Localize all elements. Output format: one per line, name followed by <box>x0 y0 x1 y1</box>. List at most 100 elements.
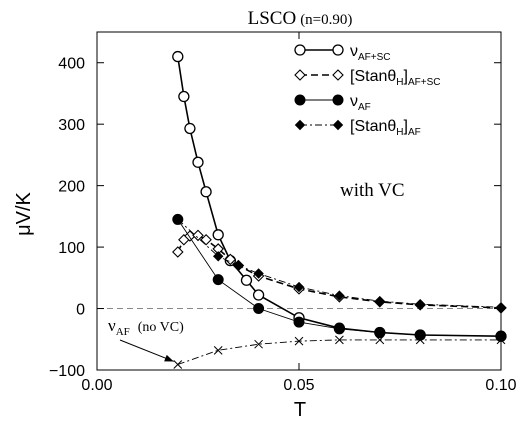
series-layer <box>172 50 507 369</box>
point-nu_af_sc <box>212 229 224 241</box>
point-nu_af <box>293 316 305 328</box>
point-stan_af_sc <box>172 246 184 258</box>
cross-stroke <box>254 339 263 349</box>
y-tick-label: 400 <box>58 56 85 73</box>
cross-stroke <box>415 335 425 345</box>
plot-area: 0.00 0.05 0.10 −100 0 100 200 300 400 <box>49 31 517 394</box>
legend-label-bracket: ] <box>404 118 408 135</box>
legend-label-sub: AF <box>408 127 421 138</box>
point-nu_af <box>333 323 345 335</box>
legend-label-sub: AF+SC <box>358 52 391 63</box>
point-nu_af <box>212 274 224 286</box>
legend-item-nu_af: νAF <box>294 93 371 113</box>
x-tick-label: 0.05 <box>283 377 314 394</box>
point-stan_af <box>293 281 305 293</box>
cross-stroke <box>213 345 223 355</box>
y-tick-label: −100 <box>49 363 85 380</box>
series-line-nu_af_novc <box>177 339 501 365</box>
x-axis-label: T <box>294 399 306 421</box>
point-nu_af_sc <box>240 274 253 286</box>
legend-label-main: [Stanθ <box>350 68 396 85</box>
point-stan_af <box>414 299 426 310</box>
legend-marker-start <box>294 94 306 106</box>
point-stan_af <box>172 214 184 225</box>
legend-label-sub: AF+SC <box>408 77 441 88</box>
point-stan_af <box>495 302 507 313</box>
legend-label: νAF <box>350 93 371 113</box>
point-stan_af <box>253 268 264 279</box>
point-stan_af <box>212 251 224 262</box>
chart-title-main: LSCO <box>248 8 297 29</box>
point-nu_af_sc <box>172 50 184 63</box>
legend-marker-end <box>332 44 344 56</box>
y-tick-label: 0 <box>76 302 85 319</box>
legend-marker-start <box>294 44 306 56</box>
y-tick-label: 300 <box>58 117 85 134</box>
no-vc-arrow <box>119 339 174 362</box>
point-nu_af_novc <box>496 335 506 345</box>
point-nu_af_novc <box>415 335 425 345</box>
cross-stroke <box>294 336 304 346</box>
axis-ticks: 0.00 0.05 0.10 −100 0 100 200 300 400 <box>49 32 517 394</box>
legend-item-stan_af: [StanθH]AF <box>294 118 421 138</box>
cross-stroke <box>496 335 506 345</box>
series-nu_af_novc <box>173 335 506 369</box>
legend-marker-end <box>332 94 344 106</box>
cross-stroke <box>335 335 344 345</box>
point-nu_af_sc <box>252 289 265 301</box>
point-nu_af <box>414 329 426 341</box>
legend-marker-end <box>332 69 344 81</box>
chart-title: LSCO (n=0.90) <box>248 8 353 29</box>
no-vc-label-sub: AF <box>116 326 130 338</box>
cross-stroke <box>375 335 385 345</box>
point-stan_af_sc <box>200 233 212 246</box>
chart-title-suffix: (n=0.90) <box>300 12 352 28</box>
no-vc-annotation: νAF (no VC) <box>108 316 184 362</box>
point-nu_af_novc <box>335 335 344 345</box>
legend-item-nu_af_sc: νAF+SC <box>294 43 391 63</box>
no-vc-label: νAF (no VC) <box>108 316 184 338</box>
legend-label-main: ν <box>350 43 358 60</box>
no-vc-label-rest: (no VC) <box>138 320 184 335</box>
y-tick-label: 100 <box>58 240 85 257</box>
y-tick-label: 200 <box>58 179 85 196</box>
legend-marker-end <box>332 119 344 131</box>
with-vc-annotation: with VC <box>340 180 405 201</box>
legend-marker-start <box>294 119 306 131</box>
no-vc-label-main: ν <box>108 316 116 335</box>
point-stan_af_sc <box>224 253 237 266</box>
point-stan_af <box>233 260 244 271</box>
point-stan_af_sc <box>192 229 204 242</box>
cross-stroke <box>173 360 183 369</box>
point-nu_af_sc <box>192 156 204 168</box>
legend-label: [StanθH]AF+SC <box>350 68 440 88</box>
x-tick-label: 0.10 <box>485 377 516 394</box>
point-nu_af_sc <box>200 186 212 198</box>
legend-label-sub: H <box>396 127 403 138</box>
point-nu_af_sc <box>178 90 190 103</box>
legend-label-bracket: ] <box>404 68 408 85</box>
point-nu_af <box>495 330 507 342</box>
point-stan_af <box>374 295 386 307</box>
y-axis-label: μV/K <box>13 191 35 235</box>
no-vc-arrowhead <box>164 354 174 362</box>
series-line-nu_af <box>177 219 502 337</box>
legend-label-main: ν <box>350 93 358 110</box>
legend-label-sub: AF <box>358 102 371 113</box>
legend-label: νAF+SC <box>350 43 391 63</box>
point-nu_af <box>253 303 265 315</box>
point-nu_af <box>374 327 386 339</box>
x-tick-label: 0.00 <box>81 377 112 394</box>
legend-marker-start <box>294 69 306 81</box>
point-stan_af <box>334 290 345 301</box>
point-nu_af_novc <box>173 360 183 369</box>
point-nu_af_novc <box>213 345 223 355</box>
point-nu_af_novc <box>294 336 304 346</box>
series-stan_af <box>172 214 507 313</box>
legend-label: [StanθH]AF <box>350 118 421 138</box>
legend-item-stan_af_sc: [StanθH]AF+SC <box>294 68 440 88</box>
point-nu_af_sc <box>184 122 196 135</box>
legend-label-sub: H <box>396 77 403 88</box>
